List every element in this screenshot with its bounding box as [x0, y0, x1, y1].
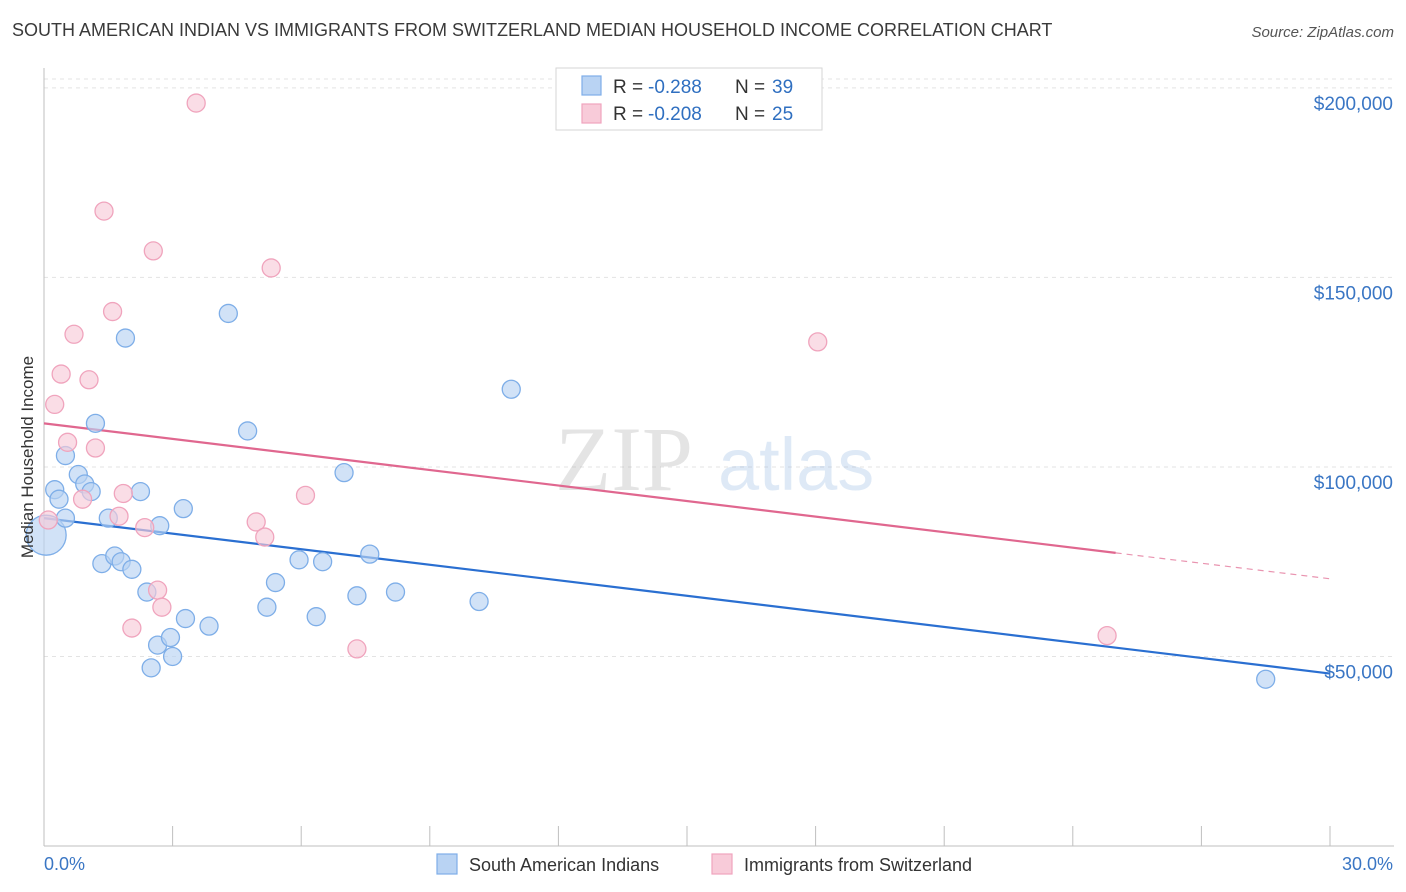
y-tick-label-2: $150,000	[1314, 283, 1393, 304]
legend-r-value-blue: -0.288	[648, 77, 702, 98]
y-tick-label-3: $200,000	[1314, 94, 1393, 115]
chart-title: SOUTH AMERICAN INDIAN VS IMMIGRANTS FROM…	[12, 20, 1053, 40]
point-s0-2	[49, 489, 69, 509]
point-s0-38	[1256, 669, 1276, 689]
point-s0-32	[334, 462, 354, 483]
point-s0-25	[218, 303, 238, 324]
y-axis-label: Median Household Income	[18, 356, 37, 558]
point-s1-19	[255, 527, 275, 547]
legend-swatch-pink	[581, 103, 602, 124]
point-s1-14	[143, 241, 163, 261]
legend-n-value-pink: 25	[772, 104, 793, 125]
point-s1-10	[109, 506, 129, 526]
trend-line-1	[43, 422, 1116, 554]
point-s0-27	[257, 597, 277, 617]
gridlines	[44, 78, 1394, 657]
point-s1-3	[57, 432, 78, 452]
point-s0-21	[162, 646, 183, 667]
x-tick-label-max: 30.0%	[1342, 854, 1393, 874]
point-s0-14	[122, 559, 142, 579]
point-s1-7	[85, 438, 106, 458]
point-s1-12	[122, 618, 142, 638]
watermark: ZIP atlas	[555, 408, 874, 510]
point-s0-24	[199, 616, 219, 636]
point-s1-0	[38, 510, 58, 530]
legend-r-value-pink: -0.208	[648, 104, 702, 125]
point-s0-17	[141, 658, 161, 678]
axes	[43, 68, 1394, 847]
y-tick-label-0: $50,000	[1324, 662, 1393, 683]
legend-n-value-blue: 39	[772, 77, 793, 98]
point-s1-13	[135, 517, 155, 538]
series-legend-swatch-blue	[436, 853, 458, 875]
point-s1-17	[186, 93, 206, 113]
series-legend-swatch-pink	[711, 853, 733, 875]
trend-line-extension-1	[1115, 552, 1331, 580]
point-s1-4	[64, 324, 84, 344]
point-s0-29	[289, 550, 309, 570]
point-s0-3	[55, 508, 76, 528]
point-s0-23	[175, 608, 196, 629]
point-s1-18	[246, 512, 266, 532]
point-s0-35	[385, 582, 406, 602]
point-s1-21	[295, 485, 316, 506]
point-s0-34	[360, 544, 380, 564]
watermark-atlas: atlas	[718, 423, 874, 506]
point-s0-26	[237, 421, 258, 441]
series-legend: South American Indians Immigrants from S…	[436, 853, 972, 875]
point-s1-20	[261, 258, 281, 278]
stats-legend: R = -0.288 N = 39 R = -0.208 N = 25	[555, 67, 823, 131]
point-s1-2	[51, 364, 71, 384]
x-ticks	[172, 826, 1331, 846]
point-s0-22	[173, 498, 193, 519]
series-legend-label-blue: South American Indians	[469, 855, 659, 875]
x-tick-label-min: 0.0%	[44, 854, 85, 874]
point-s0-33	[347, 586, 367, 606]
point-s1-23	[808, 332, 828, 352]
point-s0-36	[469, 591, 489, 612]
legend-r-label-pink: R =	[613, 104, 643, 125]
watermark-zip: ZIP	[555, 408, 693, 510]
data-points	[25, 93, 1276, 689]
point-s1-1	[45, 394, 65, 415]
point-s0-13	[115, 328, 136, 348]
legend-swatch-blue	[581, 75, 602, 96]
legend-r-label-blue: R =	[613, 77, 643, 98]
point-s1-24	[1097, 625, 1117, 646]
point-s0-30	[306, 607, 326, 627]
point-s0-20	[160, 627, 181, 648]
legend-n-label-pink: N =	[735, 104, 765, 125]
point-s1-16	[152, 597, 172, 617]
point-s1-11	[113, 483, 133, 504]
trend-line-0	[43, 517, 1331, 675]
y-tick-label-1: $100,000	[1314, 473, 1393, 494]
series-legend-label-pink: Immigrants from Switzerland	[744, 855, 972, 875]
y-tick-labels: $50,000 $100,000 $150,000 $200,000	[1314, 94, 1393, 684]
point-s0-15	[130, 481, 151, 502]
point-s1-6	[79, 370, 99, 390]
point-s0-37	[501, 379, 521, 399]
legend-n-label-blue: N =	[735, 77, 765, 98]
point-s0-8	[85, 413, 106, 434]
point-s1-5	[72, 489, 93, 509]
point-s0-28	[265, 572, 286, 593]
point-s1-8	[94, 201, 114, 221]
point-s1-9	[102, 301, 123, 322]
source-credit: Source: ZipAtlas.com	[1251, 24, 1394, 41]
point-s0-31	[312, 552, 333, 572]
point-s1-22	[347, 639, 367, 659]
point-s1-15	[147, 580, 168, 600]
